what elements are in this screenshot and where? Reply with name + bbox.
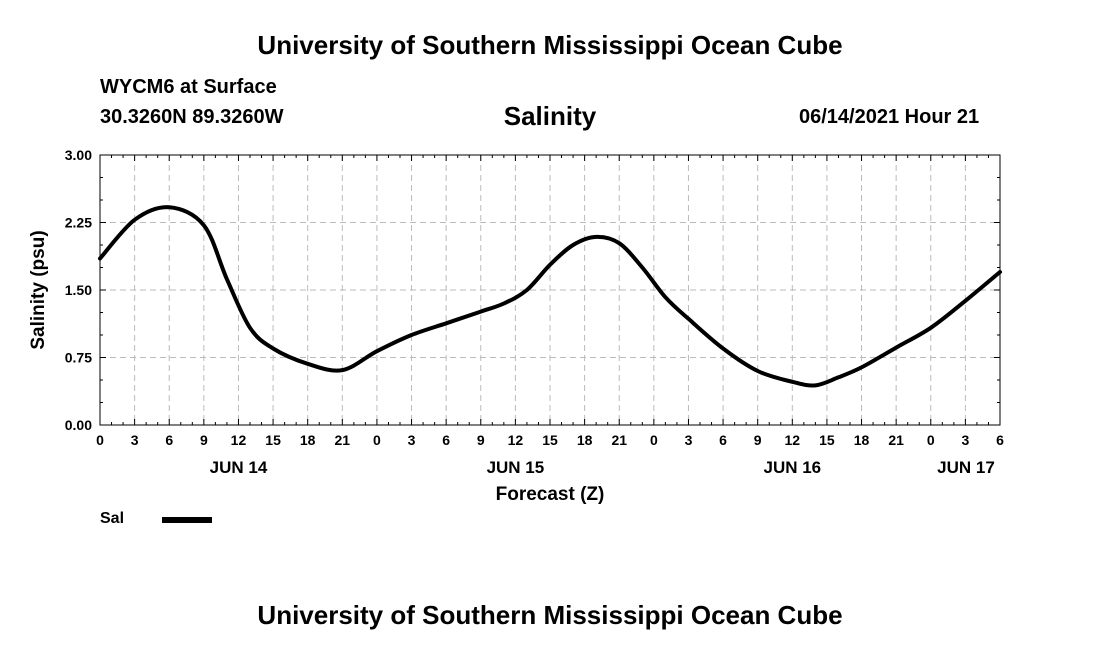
tick-marks <box>99 154 1001 426</box>
x-tick-label: 15 <box>542 432 558 448</box>
y-axis-label: Salinity (psu) <box>28 230 49 349</box>
x-tick-label: 3 <box>961 432 969 448</box>
x-axis-label: Forecast (Z) <box>496 484 605 505</box>
date-label: JUN 14 <box>210 458 268 477</box>
x-tick-label: 9 <box>754 432 762 448</box>
y-tick-label: 0.75 <box>65 350 92 366</box>
date-label: JUN 16 <box>763 458 821 477</box>
x-tick-label: 21 <box>888 432 904 448</box>
x-tick-label: 18 <box>854 432 870 448</box>
series-layer <box>98 205 1002 388</box>
x-tick-label: 18 <box>577 432 593 448</box>
chart-title: Salinity <box>503 101 597 131</box>
x-tick-label: 21 <box>335 432 351 448</box>
date-label: JUN 17 <box>937 458 995 477</box>
x-tick-label: 6 <box>996 432 1004 448</box>
coordinates-label: 30.3260N 89.3260W <box>100 106 284 128</box>
salinity-series-line <box>98 205 1002 388</box>
datetime-label: 06/14/2021 Hour 21 <box>799 106 980 128</box>
x-tick-label: 12 <box>508 432 524 448</box>
x-tick-label: 9 <box>200 432 208 448</box>
x-tick-label: 12 <box>231 432 247 448</box>
y-tick-label: 3.00 <box>65 147 92 163</box>
y-tick-label: 2.25 <box>65 215 92 231</box>
x-tick-label: 9 <box>477 432 485 448</box>
x-tick-label: 6 <box>719 432 727 448</box>
page-title: University of Southern Mississippi Ocean… <box>257 30 843 60</box>
x-tick-label: 12 <box>785 432 801 448</box>
x-tick-label: 0 <box>373 432 381 448</box>
x-tick-label: 0 <box>650 432 658 448</box>
x-tick-label: 6 <box>442 432 450 448</box>
x-tick-label: 3 <box>408 432 416 448</box>
y-tick-label: 1.50 <box>65 282 92 298</box>
x-tick-label: 18 <box>300 432 316 448</box>
station-label: WYCM6 at Surface <box>100 76 277 98</box>
x-tick-label: 15 <box>265 432 281 448</box>
legend-swatch <box>162 517 212 523</box>
x-tick-label: 21 <box>611 432 627 448</box>
x-tick-label: 0 <box>927 432 935 448</box>
x-tick-label: 0 <box>96 432 104 448</box>
y-tick-label: 0.00 <box>65 417 92 433</box>
x-tick-label: 3 <box>131 432 139 448</box>
date-label: JUN 15 <box>487 458 545 477</box>
x-tick-label: 6 <box>165 432 173 448</box>
x-tick-label: 3 <box>685 432 693 448</box>
legend-label: Sal <box>100 510 125 527</box>
x-tick-label: 15 <box>819 432 835 448</box>
tick-labels: 0 3 6 9 12 15 18 21 0 3 6 9 12 15 18 21 0 3 6 9 12 15 18 21 0 3 6 0… <box>65 147 1004 477</box>
footer-title: University of Southern Mississippi Ocean… <box>257 600 843 630</box>
grid-lines <box>100 155 1000 425</box>
